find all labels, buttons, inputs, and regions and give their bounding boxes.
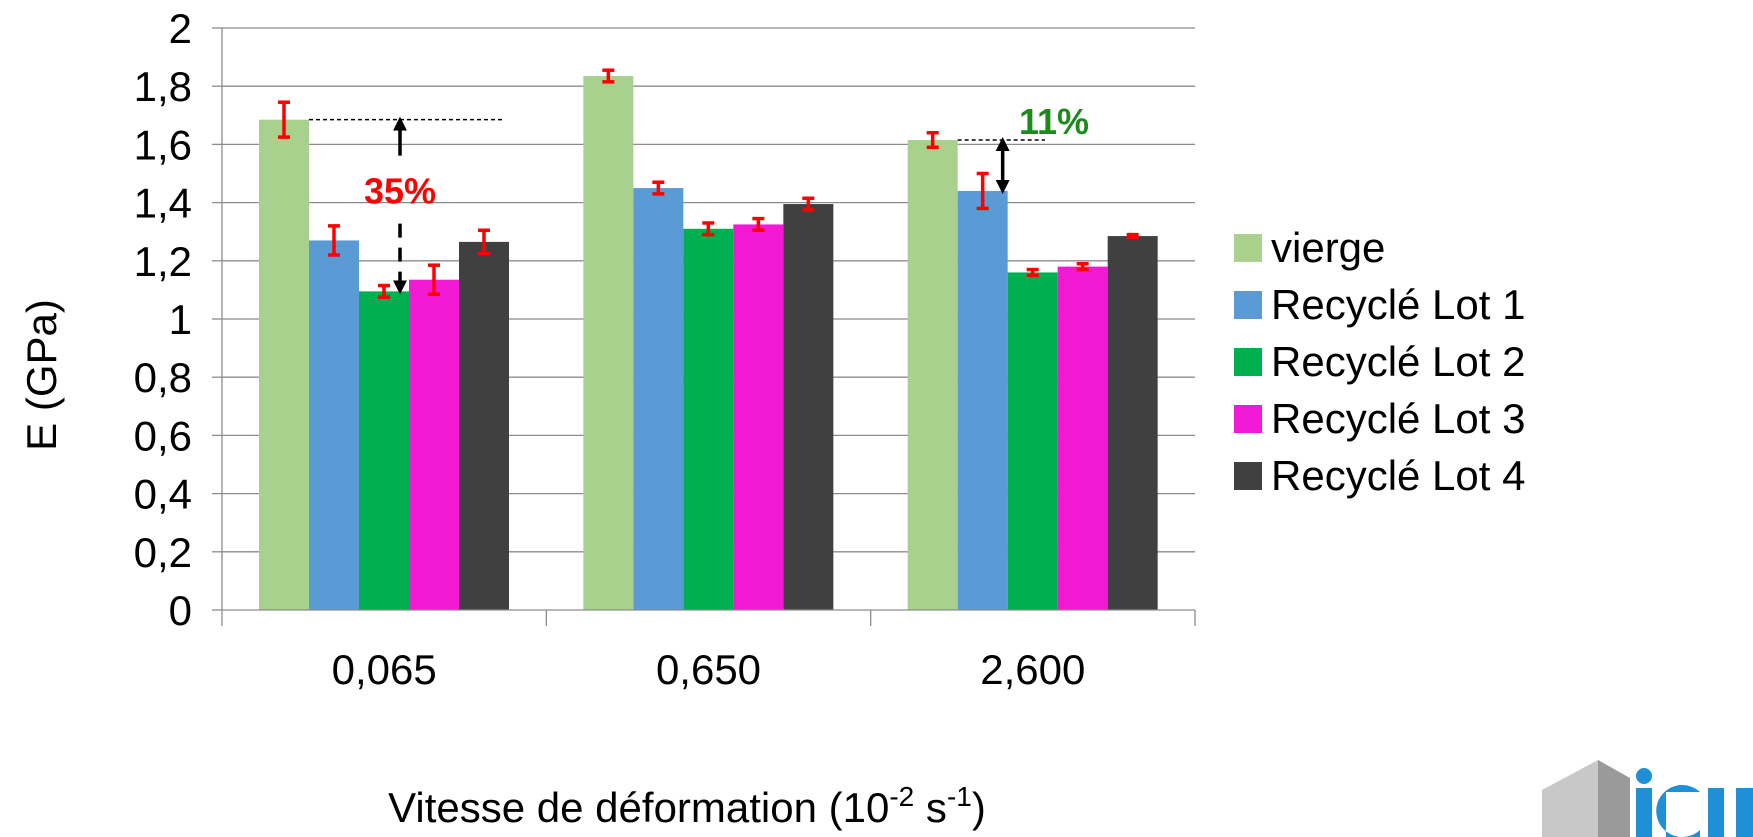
- error-bars-group: [278, 68, 1139, 299]
- bar: [1057, 266, 1108, 610]
- bar: [633, 188, 684, 611]
- bar: [309, 240, 359, 610]
- legend-swatch: [1234, 462, 1262, 490]
- x-tick-label: 2,600: [980, 646, 1085, 693]
- x-tick-label: 0,065: [332, 646, 437, 693]
- y-tick-label: 1,4: [134, 180, 192, 227]
- y-tick-labels: 0 0,2 0,4 0,6 0,8 1 1,2 1,4 1,6 1,8 2: [134, 5, 192, 634]
- bar: [733, 224, 784, 611]
- bar: [1107, 236, 1158, 610]
- y-tick-label: 0: [169, 587, 192, 634]
- legend-swatch: [1234, 291, 1262, 319]
- legend-label: Recyclé Lot 2: [1271, 338, 1525, 385]
- bar: [583, 76, 634, 610]
- bar: [359, 291, 409, 610]
- legend: vierge Recyclé Lot 1 Recyclé Lot 2 Recyclé …: [1234, 224, 1525, 499]
- bar: [259, 119, 309, 610]
- legend-label: Recyclé Lot 4: [1271, 452, 1525, 499]
- y-tick-label: 0,8: [134, 354, 192, 401]
- bar: [1007, 272, 1058, 610]
- annotation-label: 11%: [1019, 101, 1089, 142]
- y-tick-label: 1,2: [134, 238, 192, 285]
- legend-label: Recyclé Lot 1: [1271, 281, 1525, 328]
- bar: [957, 190, 1008, 610]
- bar: [783, 204, 834, 610]
- y-tick-label: 2: [169, 5, 192, 52]
- y-tick-label: 0,4: [134, 471, 192, 518]
- legend-label: vierge: [1271, 224, 1385, 271]
- x-tick-label: 0,650: [656, 646, 761, 693]
- legend-label: Recyclé Lot 3: [1271, 395, 1525, 442]
- y-tick-label: 0,6: [134, 412, 192, 459]
- bars-group: [259, 76, 1158, 611]
- y-tick-label: 1,8: [134, 63, 192, 110]
- x-axis-title-mid: s: [914, 784, 947, 831]
- annotations-group: 35% 11%: [309, 101, 1089, 295]
- legend-swatch: [1234, 234, 1262, 262]
- y-tick-label: 1,6: [134, 121, 192, 168]
- x-axis-title-main: Vitesse de déformation (10: [388, 784, 889, 831]
- x-axis-title: Vitesse de déformation (10-2 s-1): [388, 781, 986, 831]
- axes-group: [221, 28, 1196, 626]
- bar: [459, 241, 509, 610]
- logo: [1542, 760, 1753, 837]
- y-axis-title: E (GPa): [18, 299, 65, 451]
- x-tick-labels: 0,065 0,650 2,600: [332, 646, 1086, 693]
- legend-swatch: [1234, 348, 1262, 376]
- legend-swatch: [1234, 405, 1262, 433]
- bar: [907, 140, 958, 610]
- x-axis-title-end: ): [972, 784, 986, 831]
- x-axis-title-exp1: -2: [889, 781, 914, 812]
- annotation-label: 35%: [364, 171, 436, 212]
- bar: [683, 228, 734, 611]
- y-tick-label: 1: [169, 296, 192, 343]
- x-axis-title-exp2: -1: [947, 781, 972, 812]
- bar: [409, 279, 459, 610]
- y-tick-label: 0,2: [134, 529, 192, 576]
